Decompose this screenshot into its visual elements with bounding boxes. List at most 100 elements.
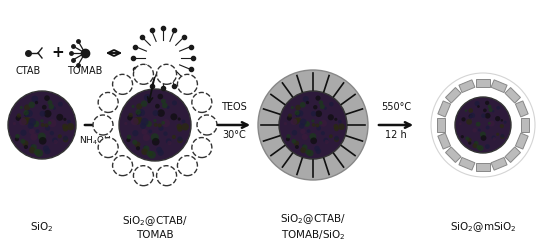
Circle shape	[294, 141, 299, 146]
Circle shape	[465, 109, 467, 112]
Circle shape	[296, 113, 301, 118]
Polygon shape	[438, 101, 451, 117]
Circle shape	[295, 105, 301, 110]
Circle shape	[302, 134, 308, 140]
Circle shape	[35, 149, 43, 157]
Circle shape	[176, 124, 182, 129]
Text: 550°C: 550°C	[381, 102, 411, 112]
Circle shape	[144, 94, 151, 101]
Circle shape	[153, 110, 158, 116]
Circle shape	[296, 113, 300, 117]
Polygon shape	[505, 87, 521, 103]
Polygon shape	[491, 158, 507, 170]
Text: SiO$_2$: SiO$_2$	[30, 220, 54, 234]
Circle shape	[137, 112, 143, 118]
Circle shape	[34, 149, 40, 155]
Circle shape	[315, 148, 321, 154]
Circle shape	[334, 136, 339, 141]
Circle shape	[44, 148, 51, 154]
Circle shape	[113, 74, 133, 94]
Circle shape	[312, 119, 315, 122]
Circle shape	[488, 105, 492, 109]
Circle shape	[154, 123, 158, 127]
Circle shape	[461, 135, 464, 138]
Circle shape	[133, 117, 141, 125]
Circle shape	[20, 130, 26, 136]
Circle shape	[161, 121, 165, 125]
Circle shape	[156, 64, 177, 84]
Circle shape	[300, 129, 306, 134]
Circle shape	[334, 126, 339, 131]
Circle shape	[489, 121, 495, 126]
Circle shape	[36, 129, 39, 133]
Circle shape	[42, 105, 47, 110]
Circle shape	[287, 116, 292, 121]
Circle shape	[177, 136, 183, 142]
Circle shape	[473, 128, 477, 133]
Circle shape	[481, 135, 487, 141]
Circle shape	[305, 149, 310, 155]
Text: NH$_4$OH: NH$_4$OH	[79, 135, 111, 147]
Circle shape	[145, 40, 181, 76]
Circle shape	[493, 137, 496, 141]
Circle shape	[311, 111, 316, 116]
Circle shape	[24, 112, 30, 117]
Text: SiO$_2$@CTAB/
TOMAB/SiO$_2$: SiO$_2$@CTAB/ TOMAB/SiO$_2$	[280, 212, 346, 242]
Polygon shape	[521, 118, 529, 132]
Circle shape	[316, 126, 321, 131]
Polygon shape	[446, 87, 461, 103]
Circle shape	[138, 109, 145, 116]
Circle shape	[155, 104, 160, 109]
Polygon shape	[437, 118, 445, 132]
Circle shape	[182, 120, 185, 123]
Circle shape	[30, 134, 37, 140]
Circle shape	[488, 108, 493, 112]
Polygon shape	[491, 80, 507, 93]
Circle shape	[152, 138, 160, 146]
Circle shape	[136, 111, 142, 117]
Circle shape	[313, 105, 317, 110]
Circle shape	[177, 137, 183, 143]
Circle shape	[27, 123, 34, 129]
Circle shape	[459, 122, 461, 125]
Circle shape	[52, 137, 58, 143]
Circle shape	[58, 102, 63, 107]
Circle shape	[461, 117, 466, 122]
Circle shape	[295, 110, 300, 115]
Circle shape	[468, 141, 472, 145]
Circle shape	[29, 147, 36, 154]
Circle shape	[182, 123, 189, 131]
Circle shape	[148, 129, 153, 134]
Circle shape	[28, 118, 36, 126]
Circle shape	[302, 145, 308, 150]
Circle shape	[33, 121, 39, 127]
Circle shape	[22, 140, 29, 147]
Circle shape	[307, 150, 310, 154]
Circle shape	[468, 114, 473, 118]
Circle shape	[143, 134, 150, 141]
Circle shape	[469, 113, 475, 118]
Circle shape	[172, 135, 176, 139]
Circle shape	[62, 124, 68, 129]
Circle shape	[157, 149, 164, 156]
Circle shape	[25, 117, 30, 122]
Circle shape	[63, 126, 68, 132]
Circle shape	[492, 135, 496, 140]
Circle shape	[496, 106, 500, 110]
Circle shape	[303, 96, 309, 102]
Circle shape	[486, 125, 489, 130]
Circle shape	[474, 101, 480, 106]
Circle shape	[29, 129, 34, 134]
Circle shape	[39, 137, 46, 145]
Circle shape	[137, 112, 142, 117]
Circle shape	[177, 126, 183, 132]
Circle shape	[477, 105, 480, 108]
Circle shape	[16, 115, 21, 121]
Polygon shape	[476, 163, 490, 171]
Circle shape	[17, 113, 21, 118]
Circle shape	[319, 100, 323, 105]
Circle shape	[166, 106, 170, 109]
Circle shape	[170, 113, 177, 120]
Circle shape	[292, 130, 297, 135]
Circle shape	[157, 123, 162, 128]
